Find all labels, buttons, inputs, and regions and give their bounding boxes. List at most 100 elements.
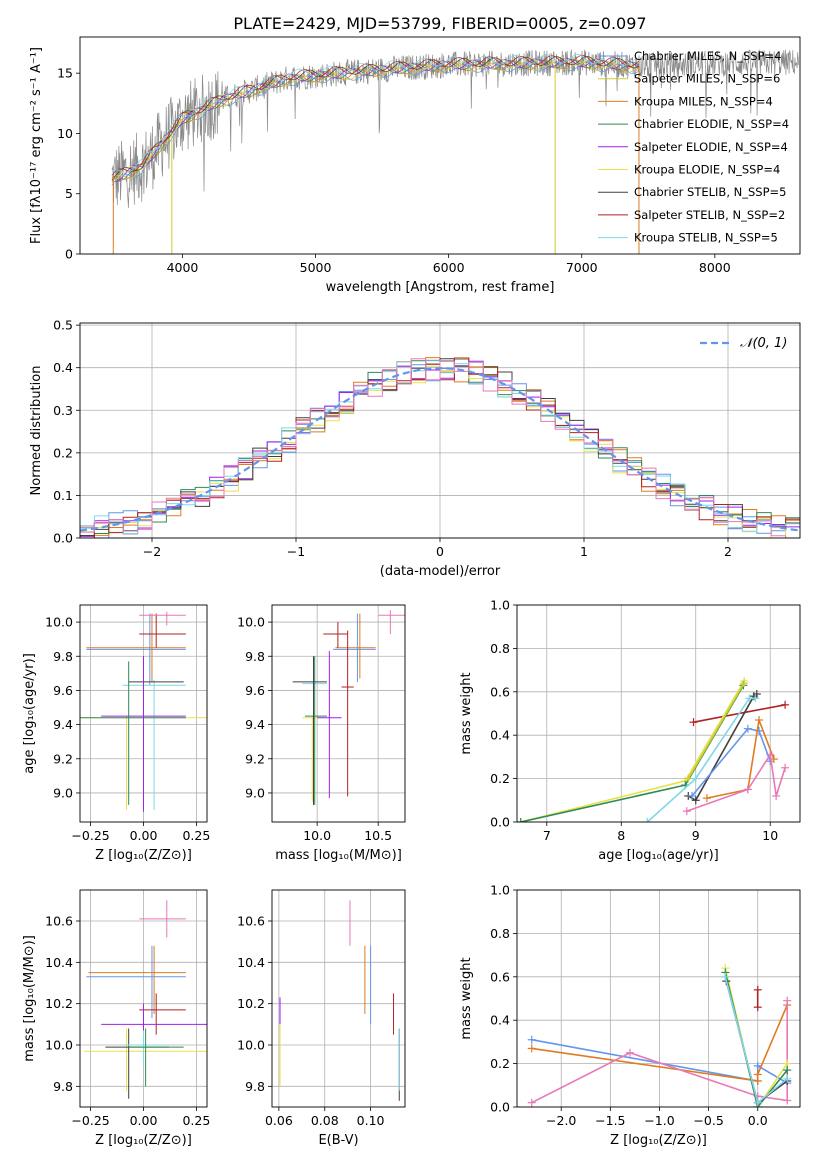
y-tick-label: 9.4 (53, 717, 73, 732)
x-tick-label: 0.0 (748, 1113, 768, 1128)
y-tick-label: 10.2 (45, 996, 73, 1011)
weight-line (646, 697, 756, 822)
spectrum-panel: 4000 5000 6000 7000 8000 0 5 10 15 wavelength [An… (29, 36, 801, 295)
residual-plot-area (80, 357, 800, 538)
x-tick-label: −0.5 (693, 1113, 723, 1128)
y-tick-label: 10.2 (237, 996, 265, 1011)
x-tick-label: −1 (287, 544, 305, 559)
x-tick-label: 0.08 (311, 1113, 339, 1128)
x-tick-label: 8 (617, 828, 625, 843)
weight-plot-area (527, 964, 792, 1107)
model-spectrum-line (111, 61, 640, 186)
model-spectrum-line (111, 58, 640, 181)
weight-plot-area (517, 676, 790, 822)
x-axis-label: wavelength [Angstrom, rest frame] (326, 280, 555, 295)
y-tick-label: 9.8 (245, 649, 265, 664)
legend-label: Kroupa STELIB, N_SSP=5 (634, 231, 778, 245)
y-axis-label: Normed distribution (29, 366, 44, 496)
y-tick-label: 0.8 (490, 641, 510, 656)
x-tick-label: 0.00 (130, 828, 158, 843)
y-tick-label: 9.8 (53, 649, 73, 664)
y-axis-label: mass [log₁₀(M/M⊙)] (22, 935, 37, 1062)
axes-frame (271, 604, 406, 823)
weight-line (706, 716, 775, 799)
residual-histogram (80, 358, 800, 536)
legend-label: Chabrier MILES, N_SSP=4 (634, 49, 781, 63)
y-tick-label: 10.4 (45, 955, 73, 970)
y-axis-label: mass weight (459, 957, 474, 1039)
y-tick-label: 10.0 (45, 615, 73, 630)
errorbar-plot-area (279, 900, 400, 1101)
errorbar-plot-area (292, 610, 405, 805)
x-tick-label: 0.06 (265, 1113, 293, 1128)
y-tick-label: 5 (65, 186, 73, 201)
mass-vs-ebv-panel: 0.06 0.08 0.10 9.8 10.0 10.2 10.4 10.6 E(B-V) (237, 889, 406, 1148)
axes-frame (79, 322, 801, 539)
age-vs-mass-panel: 10.0 10.5 9.0 9.2 9.4 9.6 9.8 10.0 mass [log₁₀(M… (237, 604, 406, 863)
x-axis-label: Z [log₁₀(Z/Z⊙)] (95, 848, 192, 863)
y-tick-label: 1.0 (490, 883, 510, 898)
legend-label: Salpeter ELODIE, N_SSP=4 (634, 140, 788, 154)
y-tick-label: 0.0 (53, 531, 73, 546)
weight-line (687, 682, 745, 780)
y-tick-label: 10.6 (237, 914, 265, 929)
y-tick-label: 0.8 (490, 926, 510, 941)
y-tick-label: 10.0 (237, 615, 265, 630)
y-tick-label: 0.6 (490, 684, 510, 699)
x-tick-label: 10.5 (364, 828, 392, 843)
y-tick-label: 0.2 (490, 771, 510, 786)
y-axis-label: age [log₁₀(age/yr)] (22, 653, 37, 774)
y-tick-label: 9.2 (53, 751, 73, 766)
legend-label: Salpeter STELIB, N_SSP=2 (634, 208, 785, 222)
model-spectrum-line (111, 60, 640, 181)
axes-frame (79, 604, 208, 823)
y-tick-label: 1.0 (490, 598, 510, 613)
spectrum-legend: Chabrier MILES, N_SSP=4 Salpeter MILES, N… (598, 49, 789, 245)
x-tick-label: −2 (143, 544, 161, 559)
x-tick-label: −0.25 (71, 1113, 109, 1128)
legend-label: Chabrier STELIB, N_SSP=5 (634, 185, 786, 199)
legend-label: 𝒩(0, 1) (740, 336, 787, 351)
legend-label: Kroupa ELODIE, N_SSP=4 (634, 163, 780, 177)
axes-frame (516, 889, 801, 1108)
model-spectrum-line (111, 53, 640, 174)
observed-spectrum-line (111, 49, 800, 208)
normal-reference-curve (80, 367, 800, 532)
y-tick-label: 10.0 (237, 1038, 265, 1053)
x-tick-label: −1.5 (595, 1113, 625, 1128)
x-tick-label: 0 (436, 544, 444, 559)
y-tick-label: 9.0 (53, 785, 73, 800)
x-axis-label: Z [log₁₀(Z/Z⊙)] (95, 1133, 192, 1148)
y-tick-label: 9.8 (53, 1079, 73, 1094)
model-spectrum-line (111, 54, 640, 176)
y-tick-label: 9.2 (245, 751, 265, 766)
y-tick-label: 9.6 (245, 683, 265, 698)
x-axis-label: Z [log₁₀(Z/Z⊙)] (610, 1133, 707, 1148)
model-spectrum-line (111, 57, 640, 183)
axes-frame (79, 889, 208, 1108)
x-tick-label: 1 (580, 544, 588, 559)
x-tick-label: 6000 (433, 260, 465, 275)
x-tick-label: 10 (762, 828, 778, 843)
model-spectrum-line (111, 59, 640, 180)
y-tick-label: 10.6 (45, 914, 73, 929)
legend-label: Chabrier ELODIE, N_SSP=4 (634, 117, 789, 131)
y-tick-label: 9.6 (53, 683, 73, 698)
x-tick-label: 10.0 (303, 828, 331, 843)
y-tick-label: 0.3 (53, 403, 73, 418)
y-tick-label: 9.4 (245, 717, 265, 732)
residual-panel: −2 −1 0 1 2 0.0 0.1 0.2 0.3 0.4 0.5 (data-model)/er… (29, 318, 801, 579)
y-tick-label: 9.8 (245, 1079, 265, 1094)
legend-label: Salpeter MILES, N_SSP=6 (634, 72, 780, 86)
mass-vs-metallicity-panel: −0.25 0.00 0.25 9.8 10.0 10.2 10.4 10.6 Z [log₁₀… (22, 889, 210, 1148)
x-tick-label: 7000 (566, 260, 598, 275)
weight-line (520, 684, 745, 822)
model-spectrum-line (111, 58, 640, 182)
axes-frame (271, 889, 406, 1108)
figure-title: PLATE=2429, MJD=53799, FIBERID=0005, z=0… (233, 14, 646, 33)
y-tick-label: 0.6 (490, 969, 510, 984)
x-tick-label: 0.25 (182, 1113, 210, 1128)
y-tick-label: 0.2 (53, 445, 73, 460)
x-tick-label: 5000 (300, 260, 332, 275)
